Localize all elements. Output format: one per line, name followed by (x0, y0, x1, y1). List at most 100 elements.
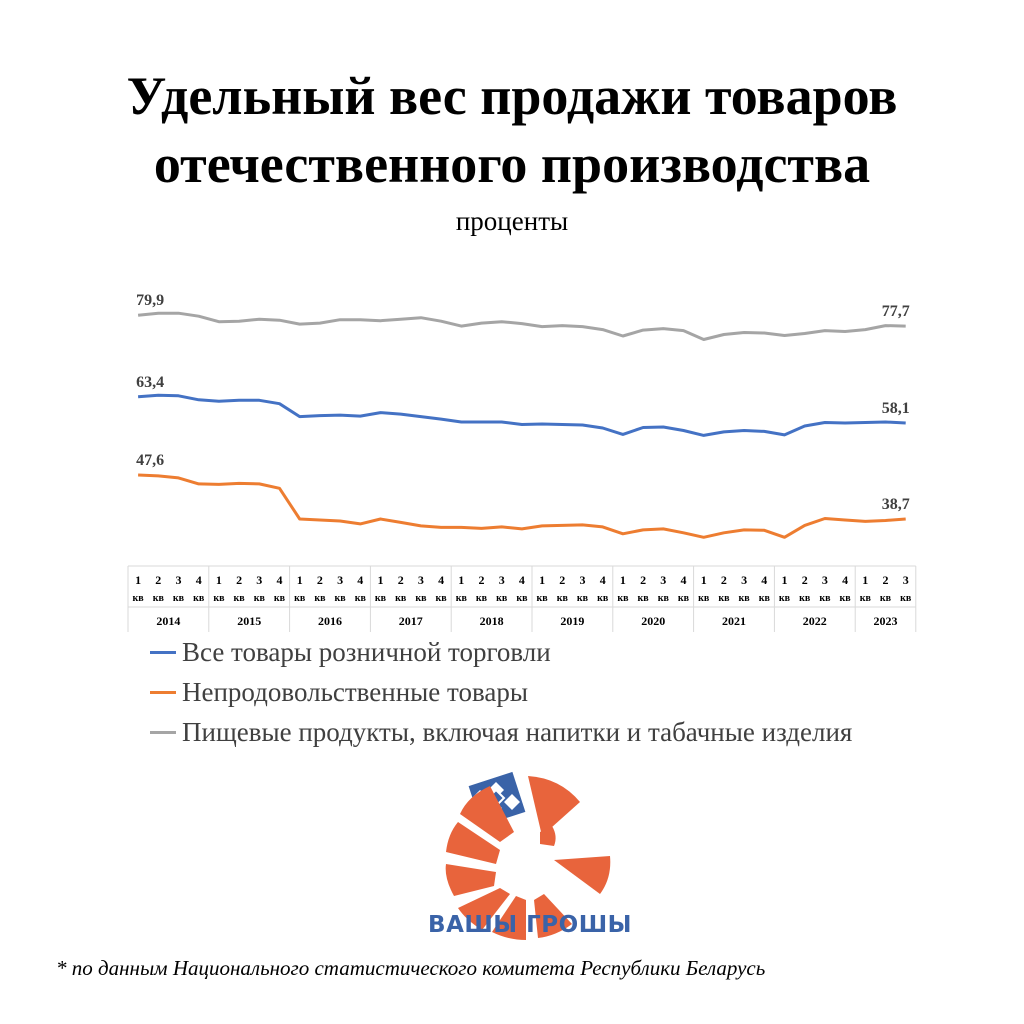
quarter-tick-number-20: 1 (539, 573, 545, 587)
year-tick-label-4: 2018 (480, 614, 504, 628)
quarter-tick-number-19: 4 (519, 573, 525, 587)
quarter-tick-number-33: 2 (802, 573, 808, 587)
quarter-tick-number-37: 2 (883, 573, 889, 587)
quarter-tick-suffix-16: кв (456, 593, 468, 604)
year-tick-label-3: 2017 (399, 614, 423, 628)
quarter-tick-suffix-13: кв (395, 593, 407, 604)
quarter-tick-suffix-9: кв (314, 593, 326, 604)
quarter-tick-number-6: 3 (256, 573, 262, 587)
quarter-tick-number-25: 2 (640, 573, 646, 587)
quarter-tick-number-22: 3 (580, 573, 586, 587)
quarter-tick-number-18: 3 (499, 573, 505, 587)
quarter-tick-number-3: 4 (196, 573, 202, 587)
legend-item-all-goods: Все товары розничной торговли (150, 632, 970, 672)
quarter-tick-number-24: 1 (620, 573, 626, 587)
data-label-last-0: 58,1 (882, 400, 910, 417)
quarter-tick-suffix-23: кв (597, 593, 609, 604)
series-line-0 (137, 393, 906, 437)
quarter-tick-number-17: 2 (479, 573, 485, 587)
series-line-2 (137, 311, 906, 341)
quarter-tick-suffix-30: кв (739, 593, 751, 604)
logo-text: ВАШЫ ГРОШЫ (428, 912, 632, 938)
legend-item-non-food: Непродовольственные товары (150, 672, 970, 712)
quarter-tick-suffix-18: кв (496, 593, 508, 604)
quarter-tick-suffix-7: кв (274, 593, 286, 604)
year-tick-label-5: 2019 (560, 614, 584, 628)
quarter-tick-suffix-0: кв (133, 593, 145, 604)
quarter-tick-number-23: 4 (600, 573, 606, 587)
legend-swatch-non-food (150, 690, 176, 694)
quarter-tick-suffix-12: кв (375, 593, 387, 604)
quarter-tick-suffix-21: кв (557, 593, 569, 604)
legend-label-food: Пищевые продукты, включая напитки и таба… (182, 716, 853, 747)
quarter-tick-suffix-25: кв (638, 593, 650, 604)
quarter-tick-number-9: 2 (317, 573, 323, 587)
quarter-tick-suffix-32: кв (779, 593, 791, 604)
quarter-tick-number-35: 4 (842, 573, 848, 587)
year-tick-label-1: 2015 (237, 614, 261, 628)
legend-item-food: Пищевые продукты, включая напитки и таба… (150, 712, 970, 752)
quarter-tick-number-34: 3 (822, 573, 828, 587)
quarter-tick-suffix-2: кв (173, 593, 185, 604)
year-tick-label-6: 2020 (641, 614, 665, 628)
quarter-tick-number-28: 1 (701, 573, 707, 587)
quarter-tick-number-32: 1 (782, 573, 788, 587)
chart-title-line1: Удельный вес продажи товаров (126, 66, 898, 126)
quarter-tick-suffix-10: кв (335, 593, 347, 604)
quarter-tick-suffix-6: кв (254, 593, 266, 604)
quarter-tick-number-38: 3 (903, 573, 909, 587)
year-tick-label-9: 2023 (874, 614, 898, 628)
year-tick-label-0: 2014 (156, 614, 180, 628)
quarter-tick-suffix-3: кв (193, 593, 205, 604)
quarter-tick-number-8: 1 (297, 573, 303, 587)
year-tick-label-7: 2021 (722, 614, 746, 628)
source-footnote: * по данным Национального статистическог… (56, 956, 766, 980)
data-label-first-1: 47,6 (136, 452, 164, 469)
quarter-tick-suffix-34: кв (819, 593, 831, 604)
quarter-tick-number-31: 4 (761, 573, 767, 587)
logo-mark (445, 771, 611, 940)
quarter-tick-suffix-11: кв (355, 593, 367, 604)
quarter-tick-number-0: 1 (135, 573, 141, 587)
logo-slices (445, 776, 611, 940)
legend-swatch-food (150, 730, 176, 734)
quarter-tick-number-4: 1 (216, 573, 222, 587)
quarter-tick-number-1: 2 (155, 573, 161, 587)
quarter-tick-suffix-15: кв (436, 593, 448, 604)
quarter-tick-suffix-24: кв (617, 593, 629, 604)
quarter-tick-number-5: 2 (236, 573, 242, 587)
quarter-tick-suffix-22: кв (577, 593, 589, 604)
quarter-tick-number-29: 2 (721, 573, 727, 587)
quarter-tick-suffix-37: кв (880, 593, 892, 604)
quarter-tick-number-10: 3 (337, 573, 343, 587)
data-label-first-0: 63,4 (136, 374, 164, 391)
quarter-tick-suffix-4: кв (213, 593, 225, 604)
quarter-tick-number-11: 4 (357, 573, 363, 587)
chart-title: Удельный вес продажи товаров отечественн… (0, 62, 1024, 198)
quarter-tick-number-26: 3 (660, 573, 666, 587)
quarter-tick-number-27: 4 (681, 573, 687, 587)
year-tick-label-8: 2022 (803, 614, 827, 628)
data-label-last-1: 38,7 (882, 496, 910, 513)
quarter-tick-suffix-1: кв (153, 593, 165, 604)
chart-title-line2: отечественного производства (153, 134, 871, 194)
line-chart: 63,4 58,1 47,6 38,7 79,9 77,7 2014 2015 2016 2017… (127, 292, 917, 632)
quarter-tick-suffix-14: кв (415, 593, 427, 604)
quarter-tick-suffix-26: кв (658, 593, 670, 604)
quarter-tick-suffix-20: кв (537, 593, 549, 604)
data-label-first-2: 79,9 (136, 292, 164, 309)
quarter-tick-suffix-38: кв (900, 593, 912, 604)
quarter-tick-number-13: 2 (398, 573, 404, 587)
legend-label-non-food: Непродовольственные товары (182, 676, 528, 707)
series-line-1 (138, 473, 906, 539)
quarter-tick-suffix-17: кв (476, 593, 488, 604)
year-tick-label-2: 2016 (318, 614, 342, 628)
quarter-tick-number-16: 1 (458, 573, 464, 587)
quarter-tick-suffix-28: кв (698, 593, 710, 604)
quarter-tick-number-21: 2 (559, 573, 565, 587)
quarter-tick-suffix-29: кв (718, 593, 730, 604)
quarter-tick-suffix-19: кв (516, 593, 528, 604)
quarter-tick-suffix-33: кв (799, 593, 811, 604)
quarter-tick-suffix-27: кв (678, 593, 690, 604)
quarter-tick-number-36: 1 (862, 573, 868, 587)
